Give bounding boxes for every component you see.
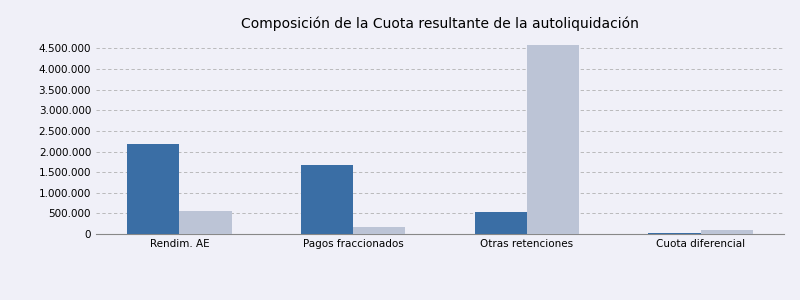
Bar	[127, 144, 179, 234]
Bar	[301, 165, 353, 234]
Bar	[649, 233, 701, 234]
Bar	[474, 212, 527, 234]
Bar	[527, 45, 579, 234]
Bar	[179, 211, 231, 234]
Bar	[701, 230, 753, 234]
Title: Composición de la Cuota resultante de la autoliquidación: Composición de la Cuota resultante de la…	[241, 16, 639, 31]
Bar	[353, 227, 406, 234]
